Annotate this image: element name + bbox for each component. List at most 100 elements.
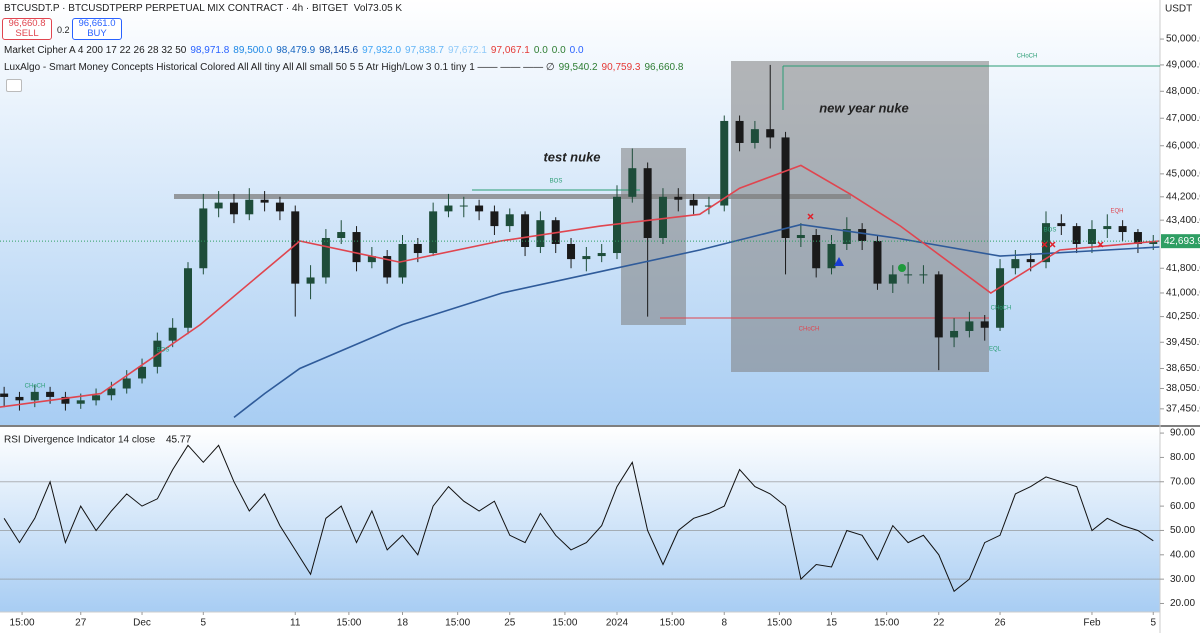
candle-body (842, 229, 851, 244)
y-tick-label: 38,050.0 (1166, 383, 1200, 394)
x-tick-label: 22 (933, 618, 945, 629)
signal-cross (807, 213, 1104, 248)
y-tick-label: 41,800.0 (1166, 263, 1200, 274)
signal-triangle (834, 257, 844, 266)
candle-body (1103, 226, 1112, 230)
annotation: CHoCH (799, 327, 820, 333)
candle-body (582, 256, 591, 260)
annotation: CHoCH (1017, 54, 1038, 60)
sell-label: SELL (15, 28, 39, 39)
candle-body (704, 205, 713, 207)
x-tick-label: Feb (1083, 618, 1101, 629)
indicator-value: 90,759.3 (601, 62, 641, 73)
x-tick-label: 26 (994, 618, 1006, 629)
x-tick-label: 15:00 (336, 618, 361, 629)
collapse-button[interactable] (6, 79, 22, 92)
indicator-value: 97,838.7 (405, 45, 444, 56)
indicator-value: 97,932.0 (362, 45, 402, 56)
spread: 0.2 (57, 25, 70, 35)
y-tick-label: 80.00 (1170, 452, 1195, 463)
candle-body (199, 208, 208, 269)
annotation: EQL (989, 347, 1002, 353)
candle-body (214, 202, 223, 209)
y-tick-label: 44,200.0 (1166, 191, 1200, 202)
sell-button[interactable]: 96,660.8 SELL (2, 18, 52, 40)
indicator-value: 97,067.1 (490, 45, 530, 56)
candle-body (367, 256, 376, 263)
rsi-pane (0, 427, 1160, 612)
price-tag-box (1161, 234, 1200, 249)
buy-label: BUY (87, 28, 107, 39)
indicator-value: 96,660.8 (644, 62, 684, 73)
y-tick-label: 30.00 (1170, 574, 1195, 585)
candle-body (352, 232, 361, 263)
buy-price: 96,661.0 (78, 18, 116, 29)
annotation: BOS (1044, 228, 1057, 234)
x-tick-label: 15:00 (767, 618, 792, 629)
candle-body (383, 256, 392, 278)
currency-label: USDT (1165, 4, 1192, 15)
indicator-value: 98,145.6 (319, 45, 359, 56)
candle-body (934, 274, 943, 338)
candle-body (1011, 259, 1020, 269)
indicator-value: 0.0 (533, 45, 548, 56)
candle-body (613, 196, 622, 254)
annotation: EQH (1110, 209, 1123, 215)
annotation: CHoCH (991, 306, 1012, 312)
rsi-title: RSI Divergence Indicator 14 close (4, 435, 156, 446)
rsi-line (3, 444, 1154, 593)
candle-body (597, 253, 606, 257)
rsi-value: 45.77 (166, 435, 191, 446)
candle-body (337, 232, 346, 238)
moving-average (0, 164, 1160, 408)
candle-body (827, 243, 836, 269)
x-tick-label: 15:00 (874, 618, 899, 629)
x-tick-label: 15:00 (552, 618, 577, 629)
candle-body (965, 321, 974, 331)
candle-body (444, 205, 453, 212)
candle-body (459, 205, 468, 207)
symbol-title: BTCUSDT.P · BTCUSDTPERP PERPETUAL MIX CO… (4, 3, 402, 14)
candle-body (766, 129, 775, 138)
buy-button[interactable]: 96,661.0 BUY (72, 18, 122, 40)
candle-body (858, 229, 867, 241)
indicator-value: 98,479.9 (276, 45, 316, 56)
sell-price: 96,660.8 (8, 18, 46, 29)
level-band (174, 194, 851, 199)
candle-body (996, 268, 1005, 328)
candle-body (781, 137, 790, 238)
y-tick-label: 50,000.0 (1166, 34, 1200, 45)
candle-body (107, 388, 116, 396)
x-tick-label: 5 (201, 618, 207, 629)
candle-body (628, 168, 637, 197)
candle-body (980, 321, 989, 328)
candle-body (76, 400, 85, 404)
candle-body (138, 366, 147, 379)
y-tick-label: 60.00 (1170, 501, 1195, 512)
x-tick-label: 2024 (606, 618, 629, 629)
candle-body (413, 243, 422, 254)
y-tick-label: 46,000.0 (1166, 140, 1200, 151)
candle-body (750, 129, 759, 143)
candle-body (15, 396, 24, 401)
signal-dot (898, 264, 906, 272)
candle-body (1133, 232, 1142, 244)
x-tick-label: 8 (721, 618, 727, 629)
candle-body (888, 274, 897, 284)
candle-body (505, 214, 514, 227)
x-tick-label: 15:00 (445, 618, 470, 629)
y-tick-label: 43,400.0 (1166, 215, 1200, 226)
annotation: CHoCH (25, 384, 46, 390)
candle-body (229, 202, 238, 215)
candle-body (122, 378, 131, 389)
candle-body (61, 396, 70, 404)
indicator-legend: LuxAlgo - Smart Money Concepts Historica… (4, 62, 683, 73)
candle-body (1057, 223, 1066, 227)
candle-body (1026, 259, 1035, 263)
x-tick-label: 15:00 (660, 618, 685, 629)
candle-body (429, 211, 438, 254)
x-tick-label: 5 (1150, 618, 1156, 629)
candle-body (183, 268, 192, 328)
